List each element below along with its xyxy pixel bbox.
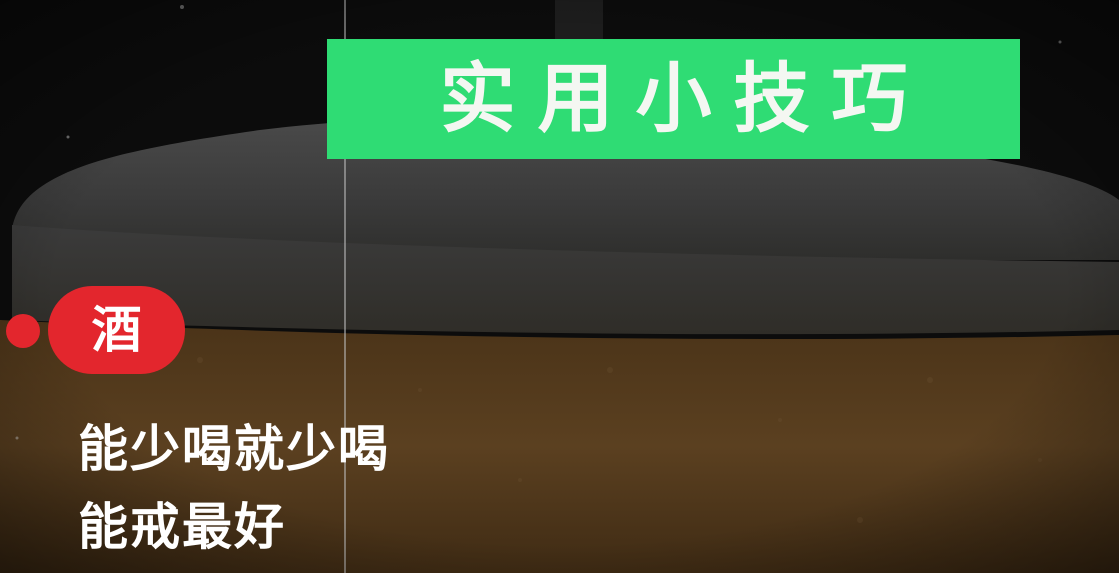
title-text: 实用小技巧 [439,54,930,143]
category-tag: 酒 [48,286,185,374]
red-dot-marker [6,314,40,348]
title-banner: 实用小技巧 [327,39,1020,159]
caption-line-2: 能戒最好 [78,498,286,556]
caption-line-1: 能少喝就少喝 [78,420,390,478]
category-tag-label: 酒 [91,301,142,359]
